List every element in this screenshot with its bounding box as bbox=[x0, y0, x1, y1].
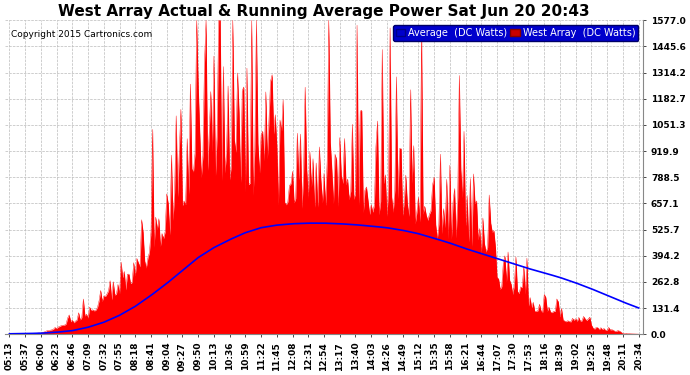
Text: Copyright 2015 Cartronics.com: Copyright 2015 Cartronics.com bbox=[11, 30, 152, 39]
Title: West Array Actual & Running Average Power Sat Jun 20 20:43: West Array Actual & Running Average Powe… bbox=[58, 4, 590, 19]
Legend: Average  (DC Watts), West Array  (DC Watts): Average (DC Watts), West Array (DC Watts… bbox=[393, 25, 638, 41]
